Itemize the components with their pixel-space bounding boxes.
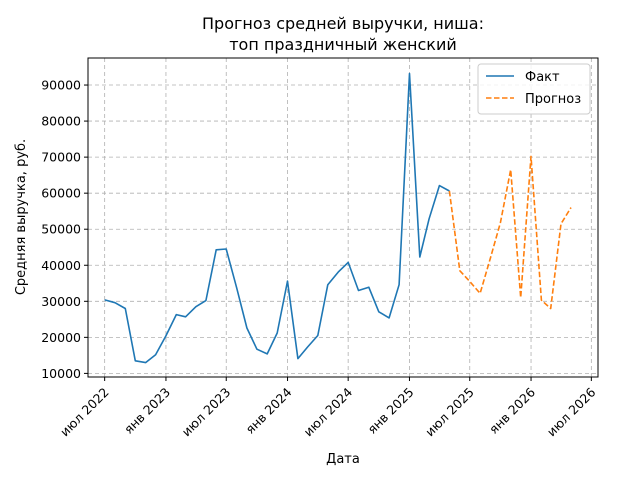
- y-tick-label: 80000: [41, 114, 81, 129]
- y-axis-label: Средняя выручка, руб.: [14, 139, 29, 295]
- plot-area: [87, 57, 599, 378]
- x-tick-label: янв 2026: [486, 384, 538, 436]
- y-tick-label: 90000: [41, 78, 81, 93]
- y-tick-label: 50000: [41, 222, 81, 237]
- y-tick-label: 10000: [41, 366, 81, 381]
- x-tick-label: июл 2026: [544, 384, 599, 439]
- grid: [88, 58, 598, 377]
- y-tick-label: 30000: [41, 294, 81, 309]
- y-tick-label: 40000: [41, 258, 81, 273]
- x-tick-label: июл 2025: [422, 385, 477, 440]
- x-tick-label: июл 2023: [179, 385, 234, 440]
- y-tick-label: 20000: [41, 330, 81, 345]
- y-tick-label: 60000: [41, 186, 81, 201]
- x-tick-label: янв 2024: [242, 384, 294, 436]
- x-tick-label: янв 2023: [121, 385, 173, 437]
- x-tick-label: июл 2022: [57, 385, 112, 440]
- y-tick-label: 70000: [41, 150, 81, 165]
- x-axis: июл 2022 янв 2023 июл 2023 янв 2024 июл 2024…: [57, 377, 598, 439]
- x-axis-label: Дата: [326, 452, 360, 467]
- legend-label-fact: Факт: [525, 70, 560, 85]
- chart-title-line-1: Прогноз средней выручки, ниша:: [202, 14, 484, 33]
- legend-label-forecast: Прогноз: [525, 92, 581, 107]
- legend: Факт Прогноз: [477, 63, 591, 115]
- series-line-fact: [104, 72, 450, 364]
- series-line-forecast: [448, 155, 572, 310]
- x-tick-label: июл 2024: [301, 384, 356, 439]
- x-tick-label: янв 2025: [364, 385, 416, 437]
- y-axis: 10000 20000 30000 40000 50000 60000 70000 80000…: [41, 78, 88, 381]
- chart-title-line-2: топ праздничный женский: [229, 35, 457, 54]
- series-lines: [104, 72, 572, 364]
